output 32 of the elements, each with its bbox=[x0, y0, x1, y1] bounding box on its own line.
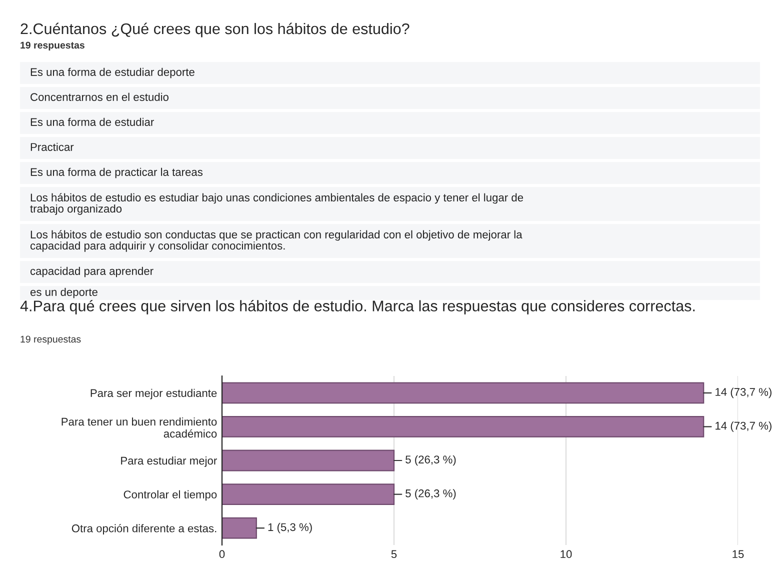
y-tick-label: Controlar el tiempo bbox=[124, 490, 217, 501]
y-tick-label: Otra opción diferente a estas. bbox=[72, 524, 216, 534]
bar bbox=[222, 484, 395, 505]
x-tick-label: 0 bbox=[219, 550, 225, 558]
text: capacidad para aprender bbox=[30, 266, 154, 278]
text: Concentrarnos en el estudio bbox=[30, 92, 169, 101]
bar bbox=[222, 416, 704, 438]
y-tick-label: Para estudiar mejor bbox=[121, 456, 217, 467]
chart-title: 4.Para qué crees que sirven los hábitos de estudio. Marca las respuestas que consideres correctas. bbox=[20, 300, 695, 314]
x-tick-label: 15 bbox=[732, 550, 744, 558]
data-label: 14 (73,7 %) bbox=[716, 388, 772, 398]
text: Es una forma de estudiar bbox=[30, 118, 154, 126]
text: Es una forma de estudiar deporte bbox=[30, 68, 194, 78]
text: 2.Cuéntanos ¿Qué crees que son los hábitos de estudio? bbox=[20, 22, 410, 38]
bar bbox=[222, 450, 395, 472]
x-tick-label: 10 bbox=[560, 550, 572, 558]
text: Los hábitos de estudio es estudiar bajo unas condiciones ambientales de espacio y tener el lugar de trabajo organizado bbox=[30, 193, 524, 215]
y-tick-label: Para tener un buen rendimiento académico bbox=[62, 417, 217, 438]
data-label: 5 (26,3 %) bbox=[406, 489, 456, 500]
text: es un deporte bbox=[30, 288, 98, 298]
data-label: 14 (73,7 %) bbox=[716, 422, 772, 432]
data-label: 1 (5,3 %) bbox=[268, 522, 312, 534]
text: 19 respuestas bbox=[20, 336, 81, 345]
text: Es una forma de practicar la tareas bbox=[30, 168, 203, 178]
text: 19 respuestas bbox=[20, 42, 84, 51]
text: Practicar bbox=[30, 142, 74, 151]
bar bbox=[222, 382, 704, 404]
x-tick-label: 5 bbox=[391, 550, 397, 558]
text: Los hábitos de estudio son conductas que se practican con regularidad con el objetivo de mejorar la capacidad para adquirir y consolidar conocimientos. bbox=[30, 230, 522, 252]
data-label: 5 (26,3 %) bbox=[406, 455, 456, 466]
y-tick-label: Para ser mejor estudiante bbox=[90, 388, 217, 400]
bar bbox=[222, 517, 257, 539]
